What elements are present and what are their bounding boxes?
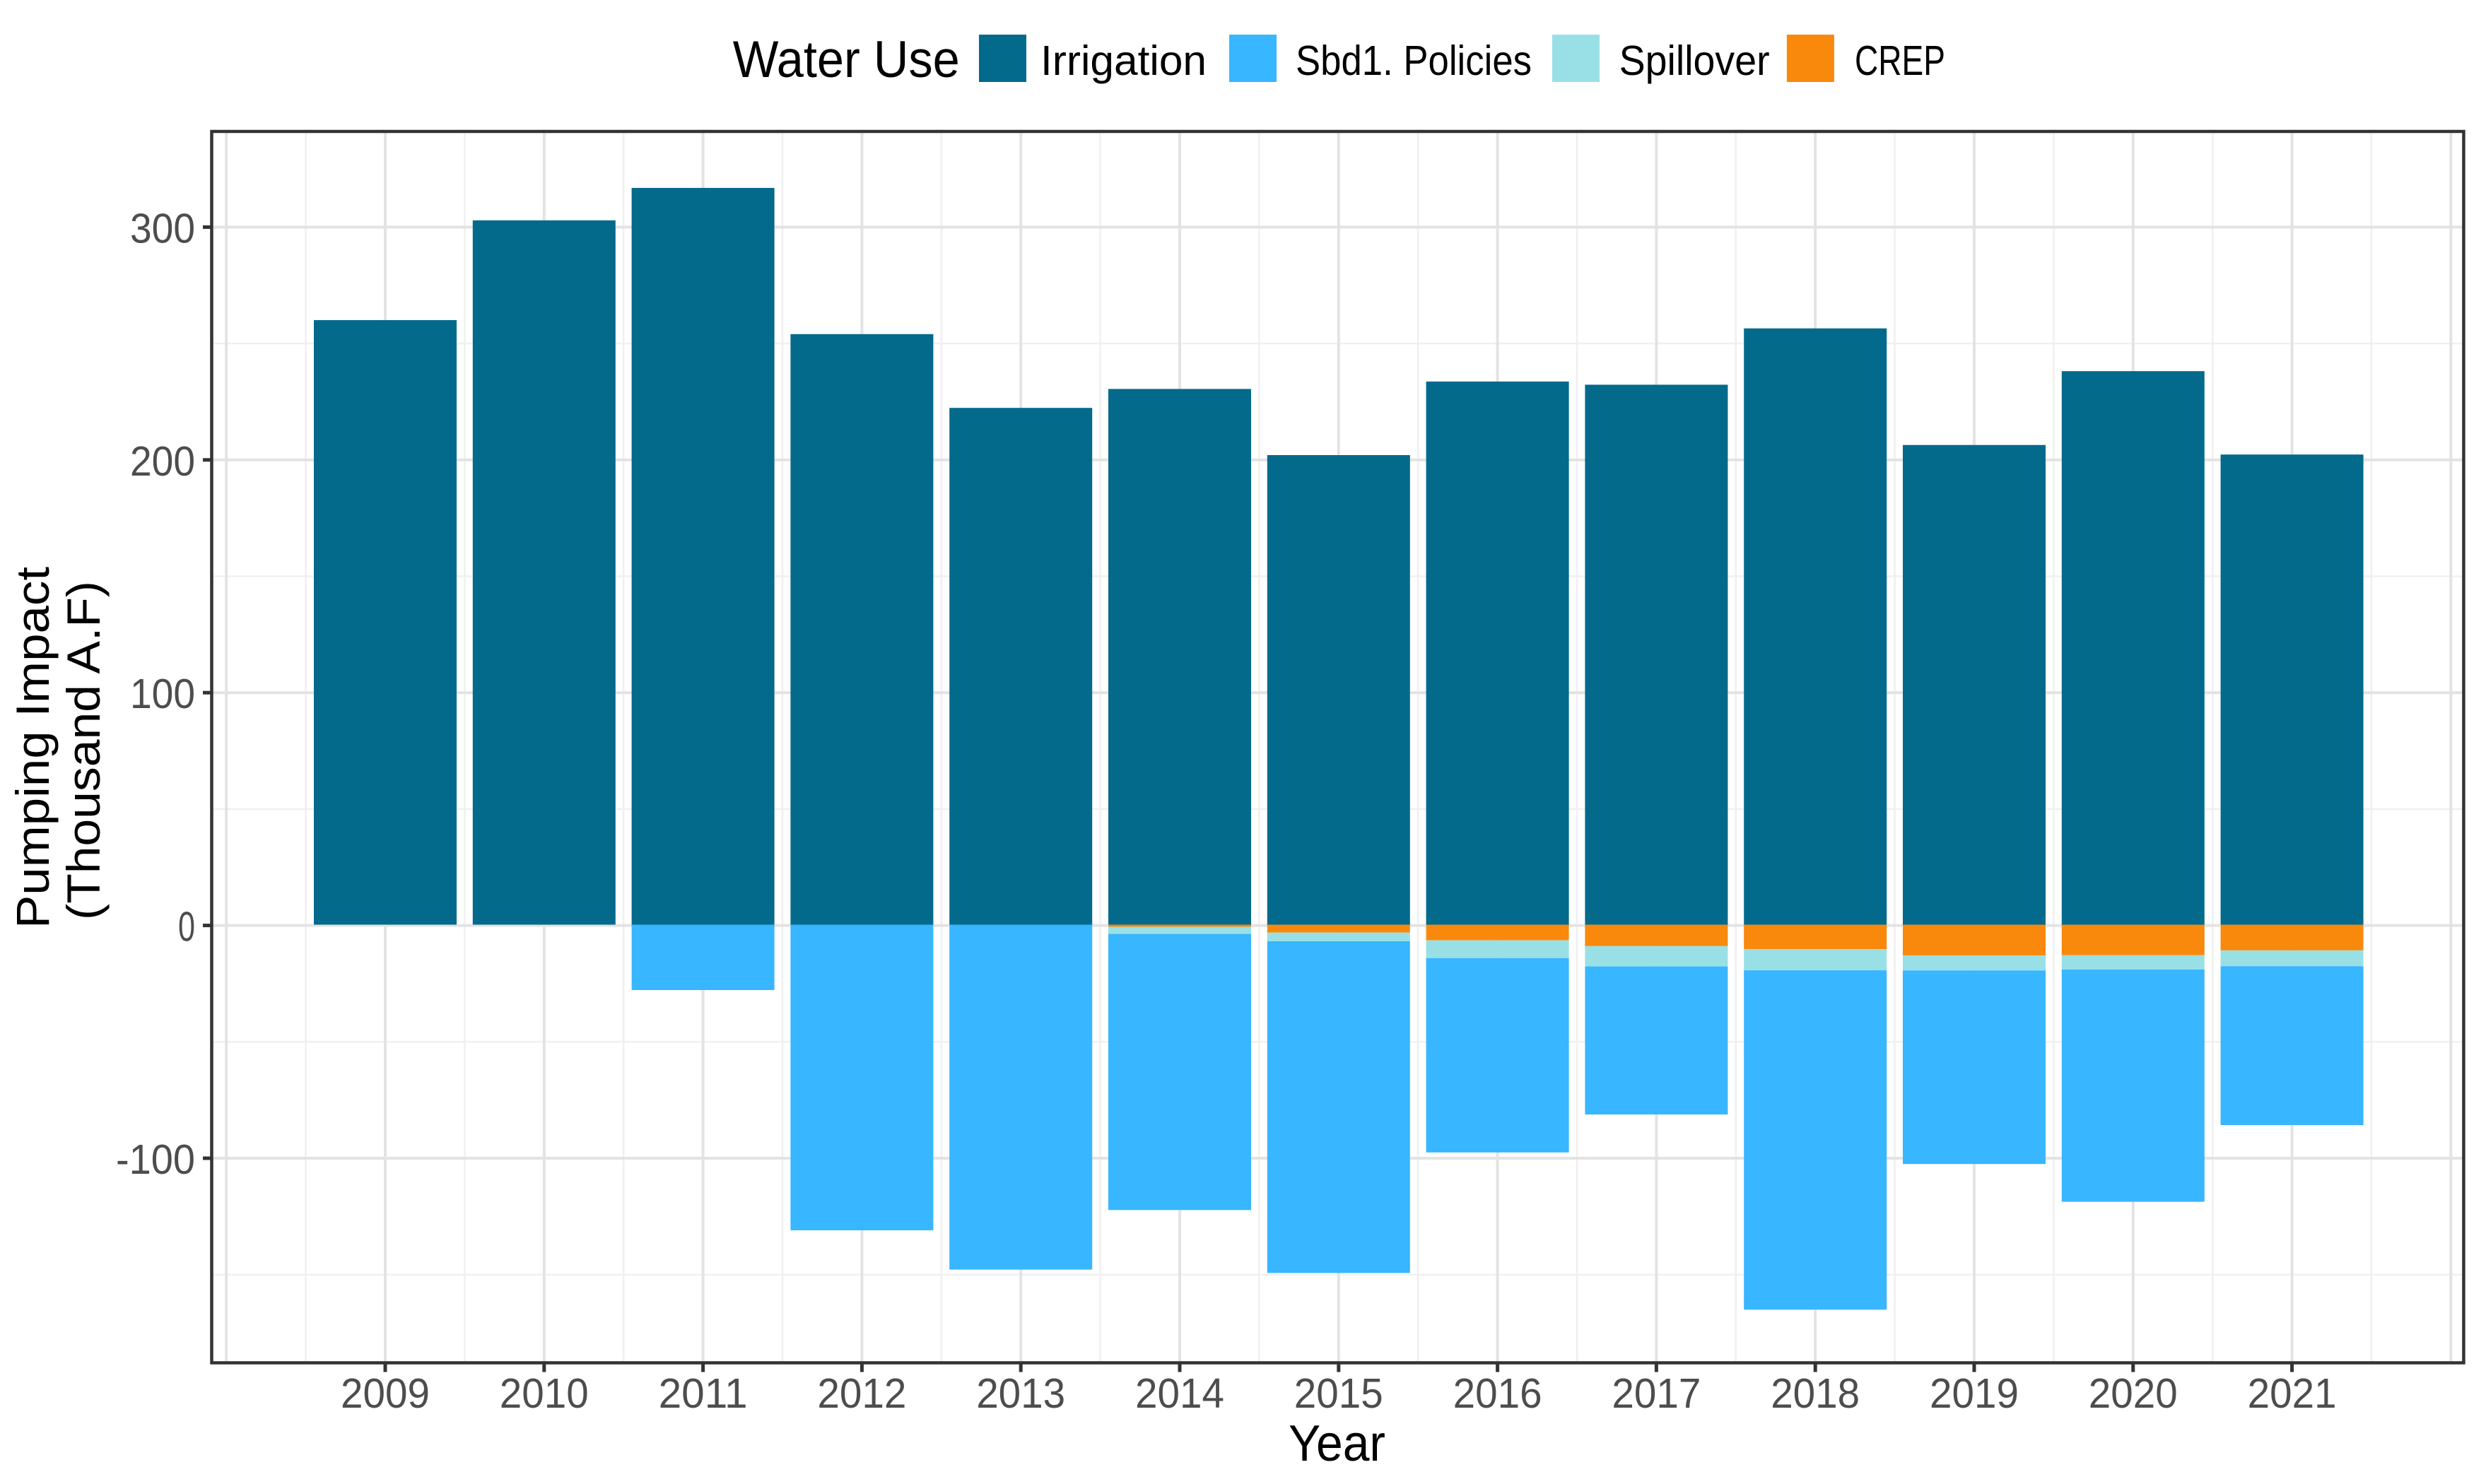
svg-text:(Thousand A.F): (Thousand A.F) (57, 581, 110, 920)
svg-text:CREP: CREP (1855, 37, 1945, 84)
svg-text:-100: -100 (116, 1136, 195, 1183)
svg-text:2020: 2020 (2089, 1370, 2178, 1417)
svg-text:Spillover: Spillover (1619, 37, 1770, 84)
svg-text:Sbd1. Policies: Sbd1. Policies (1296, 37, 1532, 84)
svg-text:2013: 2013 (976, 1370, 1065, 1417)
svg-text:2014: 2014 (1135, 1370, 1224, 1417)
svg-text:2009: 2009 (341, 1370, 430, 1417)
svg-text:2017: 2017 (1612, 1370, 1701, 1417)
svg-text:2012: 2012 (817, 1370, 906, 1417)
svg-text:0: 0 (178, 904, 195, 950)
svg-text:2010: 2010 (500, 1370, 589, 1417)
svg-text:2011: 2011 (659, 1370, 748, 1417)
svg-text:Water Use: Water Use (733, 31, 960, 88)
svg-text:2016: 2016 (1453, 1370, 1542, 1417)
svg-text:300: 300 (130, 205, 195, 252)
svg-text:100: 100 (130, 671, 195, 717)
svg-text:2021: 2021 (2248, 1370, 2337, 1417)
svg-text:2015: 2015 (1294, 1370, 1383, 1417)
svg-text:Irrigation: Irrigation (1040, 37, 1207, 84)
svg-text:2019: 2019 (1930, 1370, 2019, 1417)
svg-text:Year: Year (1289, 1415, 1385, 1472)
svg-text:Pumping Impact: Pumping Impact (6, 567, 59, 929)
svg-text:200: 200 (130, 438, 195, 485)
svg-text:2018: 2018 (1771, 1370, 1860, 1417)
